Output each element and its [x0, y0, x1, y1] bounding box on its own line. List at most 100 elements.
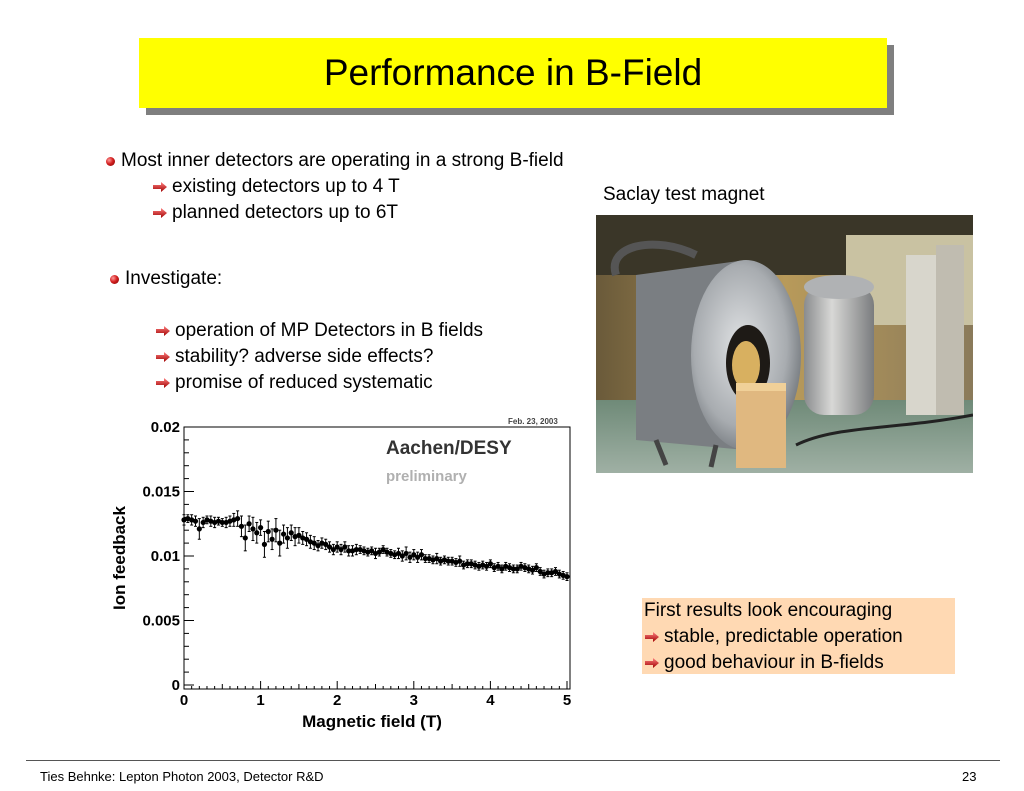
- arrow-bullet-icon: [645, 658, 659, 668]
- data-point: [342, 544, 348, 550]
- data-point: [296, 532, 302, 538]
- bullet-sub-1a: existing detectors up to 4 T: [152, 176, 400, 198]
- plot-frame: [183, 426, 571, 690]
- arrow-bullet-icon: [153, 182, 167, 192]
- data-point: [510, 566, 516, 572]
- data-point: [514, 566, 520, 572]
- data-point: [418, 552, 425, 558]
- data-point: [219, 519, 225, 526]
- data-point: [261, 541, 268, 547]
- arrow-bullet-icon: [156, 378, 170, 388]
- data-point: [326, 544, 333, 550]
- bullet-sub-2a: operation of MP Detectors in B fields: [155, 320, 483, 342]
- bullet-sub-1b: planned detectors up to 6T: [152, 202, 398, 224]
- bullet-main-2-text: Investigate:: [125, 268, 223, 289]
- data-point: [192, 518, 199, 524]
- data-point: [445, 558, 451, 564]
- slide-title: Performance in B-Field: [323, 52, 703, 93]
- data-point: [533, 565, 539, 571]
- y-tick-label: 0.02: [151, 419, 180, 436]
- results-item-1-text: stable, predictable operation: [664, 626, 903, 647]
- y-tick-label: 0.005: [142, 613, 180, 630]
- title-box: Performance in B-Field: [139, 38, 887, 108]
- data-point: [280, 531, 287, 537]
- data-point: [483, 563, 490, 569]
- results-item-1: stable, predictable operation: [642, 624, 955, 650]
- data-point: [464, 561, 471, 567]
- results-item-2-text: good behaviour in B-fields: [664, 652, 884, 673]
- bullet-main-1-text: Most inner detectors are operating in a …: [121, 150, 564, 171]
- data-point: [545, 570, 551, 576]
- bullet-sub-2a-text: operation of MP Detectors in B fields: [175, 320, 484, 341]
- data-point: [380, 546, 386, 553]
- bullet-sub-2c: promise of reduced systematic: [155, 372, 433, 394]
- data-point: [311, 540, 317, 546]
- data-point: [303, 536, 310, 542]
- data-point: [330, 546, 336, 553]
- data-point: [415, 554, 421, 560]
- data-point: [457, 558, 463, 564]
- page-number: 23: [962, 769, 977, 784]
- data-point: [200, 519, 206, 526]
- data-point: [564, 574, 570, 580]
- data-point: [434, 555, 440, 562]
- bullet-sub-2b: stability? adverse side effects?: [155, 346, 433, 368]
- arrow-bullet-icon: [156, 326, 170, 336]
- bullet-sub-1b-text: planned detectors up to 6T: [172, 202, 399, 223]
- data-point: [196, 526, 202, 532]
- data-point: [254, 530, 260, 536]
- footer-rule: [26, 760, 1000, 761]
- chart-label-sub: preliminary: [386, 468, 468, 485]
- results-heading-text: First results look encouraging: [644, 600, 893, 621]
- data-point: [422, 555, 428, 562]
- data-point: [288, 530, 294, 536]
- data-point: [537, 568, 543, 575]
- bullet-sub-2c-text: promise of reduced systematic: [175, 372, 433, 393]
- results-box: First results look encouraging stable, p…: [642, 598, 955, 674]
- x-tick-label: 3: [410, 692, 418, 709]
- y-tick-label: 0: [172, 677, 180, 694]
- data-point: [411, 552, 417, 558]
- y-axis-label: Ion feedback: [110, 505, 129, 609]
- data-point: [277, 540, 283, 546]
- y-tick-label: 0.01: [151, 548, 180, 565]
- data-point: [369, 548, 375, 554]
- data-point: [353, 546, 359, 553]
- data-point: [235, 515, 241, 522]
- arrow-bullet-icon: [645, 632, 659, 642]
- results-heading: First results look encouraging: [642, 598, 955, 624]
- x-tick-label: 5: [563, 692, 571, 709]
- bullet-sub-1a-text: existing detectors up to 4 T: [172, 176, 400, 197]
- magnet-photo: [596, 215, 973, 473]
- data-point: [273, 527, 279, 533]
- arrow-bullet-icon: [153, 208, 167, 218]
- data-point: [403, 550, 409, 557]
- x-tick-label: 2: [333, 692, 341, 709]
- data-point: [323, 541, 329, 547]
- data-point: [395, 550, 402, 557]
- footer-text: Ties Behnke: Lepton Photon 2003, Detecto…: [40, 769, 324, 784]
- data-point: [376, 549, 382, 555]
- data-point: [346, 548, 352, 554]
- data-point: [407, 554, 413, 560]
- data-point: [265, 528, 271, 535]
- data-point: [242, 535, 248, 541]
- results-item-2: good behaviour in B-fields: [642, 650, 955, 676]
- y-tick-label: 0.015: [142, 484, 180, 501]
- data-point: [269, 536, 275, 542]
- arrow-bullet-icon: [156, 352, 170, 362]
- x-tick-label: 0: [180, 692, 188, 709]
- data-point: [338, 546, 344, 553]
- x-tick-label: 1: [256, 692, 264, 709]
- chart-label-main: Aachen/DESY: [386, 438, 512, 459]
- x-tick-label: 4: [486, 692, 495, 709]
- data-point: [334, 544, 340, 550]
- bullet-main-1: Most inner detectors are operating in a …: [106, 150, 564, 172]
- data-point: [250, 526, 256, 532]
- data-point: [258, 525, 264, 531]
- bullet-sub-2b-text: stability? adverse side effects?: [175, 346, 434, 367]
- photo-caption: Saclay test magnet: [603, 184, 765, 205]
- red-bullet-icon: [110, 274, 119, 284]
- data-point: [399, 553, 405, 559]
